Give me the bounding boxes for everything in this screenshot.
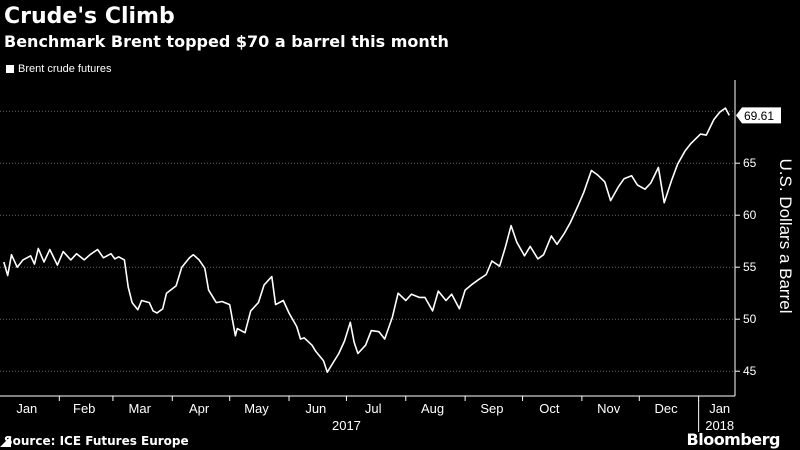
x-tick-label: Dec <box>655 401 679 416</box>
chart-subtitle: Benchmark Brent topped $70 a barrel this… <box>4 32 449 51</box>
last-value-label: 69.61 <box>744 109 774 123</box>
x-tick-label: Apr <box>189 401 210 416</box>
brand-corner-icon <box>0 436 11 447</box>
x-tick-label: Mar <box>129 401 152 416</box>
source-note: Source: ICE Futures Europe <box>4 434 189 448</box>
x-tick-label: Aug <box>421 401 444 416</box>
x-tick-label: Nov <box>597 401 621 416</box>
x-tick-label: May <box>244 401 269 416</box>
y-tick-label: 65 <box>743 156 757 170</box>
y-tick-label: 50 <box>743 312 757 326</box>
x-tick-label: Feb <box>73 401 95 416</box>
year-label: 2018 <box>705 418 734 433</box>
y-axis-title: U.S. Dollars a Barrel <box>776 159 795 314</box>
x-tick-label: Oct <box>539 401 560 416</box>
series-line-brent <box>3 107 731 373</box>
chart-title: Crude's Climb <box>4 4 175 29</box>
x-tick-label: Jan <box>709 401 730 416</box>
brand-logo: Bloomberg <box>686 430 781 449</box>
x-tick-label: Jul <box>365 401 382 416</box>
year-label: 2017 <box>332 418 361 433</box>
x-tick-label: Jan <box>16 401 37 416</box>
last-value-callout <box>736 107 781 124</box>
y-tick-label: 55 <box>743 260 757 274</box>
y-tick-label: 45 <box>743 364 757 378</box>
y-tick-label: 60 <box>743 208 757 222</box>
legend: Brent crude futures <box>6 63 112 75</box>
x-tick-label: Jun <box>305 401 326 416</box>
legend-label: Brent crude futures <box>18 63 112 75</box>
x-tick-label: Sep <box>480 401 503 416</box>
legend-swatch <box>6 65 14 73</box>
